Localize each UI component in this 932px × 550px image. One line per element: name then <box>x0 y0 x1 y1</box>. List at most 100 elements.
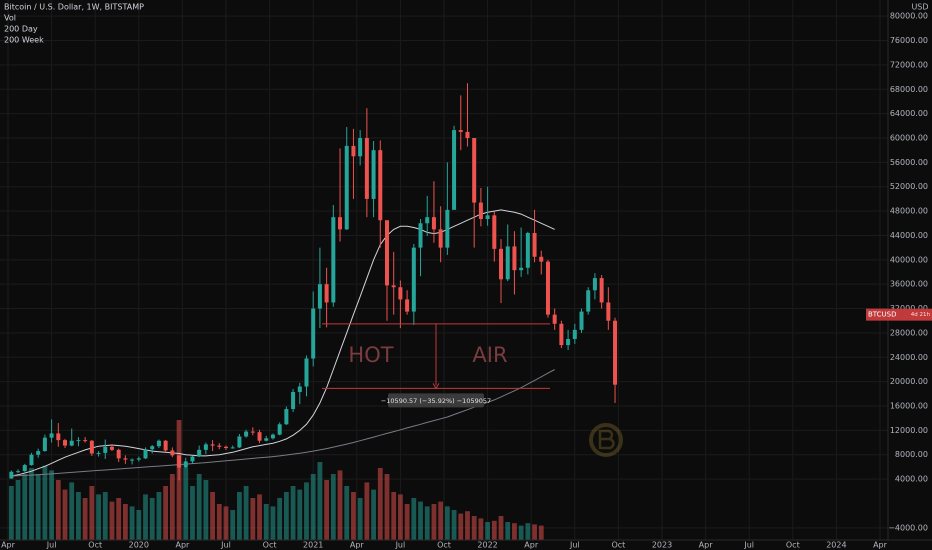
volume-bar <box>444 506 450 540</box>
candle-body <box>96 452 101 454</box>
candle-body <box>438 229 443 248</box>
volume-bar <box>458 513 464 540</box>
volume-bar <box>163 486 169 540</box>
x-tick-label: Jul <box>46 541 57 550</box>
candle-body <box>452 130 457 210</box>
y-tick-label: 36000.00 <box>890 280 928 289</box>
y-tick-label: 72000.00 <box>890 60 928 69</box>
volume-bar <box>512 523 517 540</box>
candle-body <box>143 449 148 459</box>
currency-label: USD <box>911 3 928 12</box>
candle-body <box>83 440 88 442</box>
candle-body <box>411 247 416 312</box>
candles <box>9 83 618 481</box>
x-tick-label: Oct <box>437 541 451 550</box>
y-tick-label: 32000.00 <box>890 304 928 313</box>
annotation-text: HOT <box>348 343 393 367</box>
candle-body <box>103 446 108 453</box>
volume-bar <box>351 492 356 540</box>
volume-bar <box>136 510 142 540</box>
volume-bar <box>122 504 128 540</box>
candle-body <box>532 233 537 257</box>
volume-bar <box>156 492 162 540</box>
candle-body <box>311 308 316 359</box>
volume-bar <box>69 482 75 540</box>
candle-body <box>586 290 591 312</box>
volume-bar <box>243 486 249 540</box>
x-tick-label: 2020 <box>129 541 149 550</box>
x-tick-label: Oct <box>263 541 277 550</box>
y-tick-label: 4000.00 <box>895 475 928 484</box>
candle-body <box>250 431 255 433</box>
x-tick-label: Jul <box>743 541 754 550</box>
volume-bar <box>283 492 289 540</box>
volume-bar <box>129 506 135 540</box>
candle-body <box>203 444 208 450</box>
volume-bar <box>250 498 256 540</box>
candle-body <box>244 431 249 437</box>
candle-body <box>485 215 490 220</box>
candle-body <box>539 256 544 262</box>
volume-bar <box>424 506 430 540</box>
candle-body <box>445 209 450 248</box>
y-tick-label: 24000.00 <box>890 353 928 362</box>
volume-bar <box>76 492 81 540</box>
volume-bar <box>491 520 497 540</box>
ma-line <box>11 369 555 477</box>
candle-body <box>425 217 430 224</box>
y-tick-label: 44000.00 <box>890 231 928 240</box>
volume-bar <box>15 480 21 540</box>
candle-body <box>49 433 54 438</box>
candle-body <box>237 436 242 448</box>
candle-body <box>391 285 396 288</box>
volume-bar <box>29 468 34 540</box>
volume-bar <box>391 492 397 540</box>
volume-bar <box>485 522 490 540</box>
volume-bar <box>263 504 269 540</box>
candle-body <box>291 391 296 410</box>
x-tick-label: Apr <box>524 541 539 550</box>
candle-body <box>190 456 195 462</box>
volume-bar <box>324 480 330 540</box>
candle-body <box>123 458 128 460</box>
volume-bar <box>478 518 484 540</box>
volume-bar <box>82 498 88 540</box>
volume-bar <box>89 486 95 540</box>
volume-bar <box>116 498 122 540</box>
volume-bar <box>418 501 423 540</box>
candle-body <box>56 433 61 441</box>
candle-body <box>499 248 504 280</box>
candle-body <box>297 386 302 392</box>
volume-bar <box>377 468 383 540</box>
candle-body <box>613 320 618 385</box>
volume-bar <box>357 498 363 540</box>
y-tick-label: 56000.00 <box>890 158 928 167</box>
y-tick-label: 48000.00 <box>890 207 928 216</box>
x-tick-label: Apr <box>175 541 190 550</box>
candle-body <box>371 150 376 199</box>
candle-body <box>398 287 403 300</box>
volume-bar <box>371 489 376 540</box>
candle-body <box>63 440 68 446</box>
candle-body <box>224 446 228 449</box>
candle-body <box>545 261 550 315</box>
annotation-text: AIR <box>472 343 507 367</box>
candle-body <box>183 461 188 468</box>
volume-bar <box>35 474 41 540</box>
candle-body <box>579 311 584 330</box>
volume-bar <box>304 482 309 540</box>
volume-bar <box>518 525 524 540</box>
candle-body <box>606 302 611 321</box>
volume-bar <box>149 498 155 540</box>
candle-body <box>170 450 175 456</box>
candle-body <box>512 246 517 271</box>
candle-body <box>257 432 262 441</box>
grid <box>0 0 888 540</box>
candle-body <box>358 138 363 157</box>
logo-glyph <box>598 429 615 450</box>
volume-bar <box>230 510 236 540</box>
volume-bar <box>525 523 531 540</box>
candle-body <box>478 202 483 220</box>
volume-bar <box>277 498 283 540</box>
